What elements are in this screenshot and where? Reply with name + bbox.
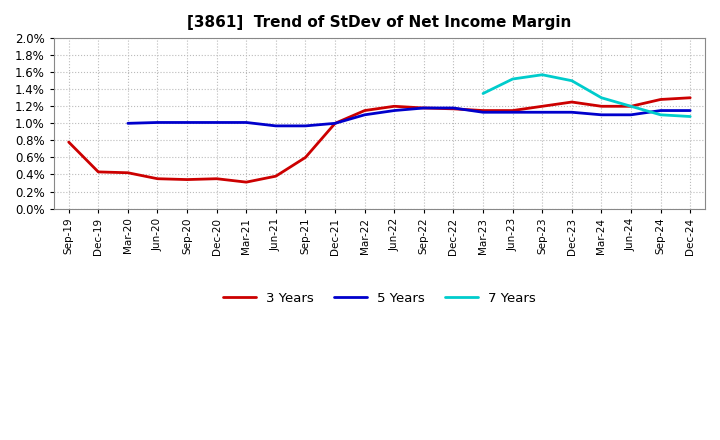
5 Years [508,110,517,115]
3 Years [64,139,73,145]
3 Years [212,176,221,181]
5 Years [330,121,339,126]
5 Years [538,110,546,115]
7 Years [479,91,487,96]
3 Years [479,108,487,113]
5 Years [212,120,221,125]
5 Years [479,110,487,115]
7 Years [567,78,576,83]
5 Years [360,112,369,117]
Line: 7 Years: 7 Years [483,75,690,117]
7 Years [538,72,546,77]
5 Years [390,108,399,113]
3 Years [686,95,695,100]
5 Years [271,123,280,128]
3 Years [153,176,162,181]
3 Years [420,105,428,110]
3 Years [94,169,103,175]
3 Years [449,106,458,111]
7 Years [508,77,517,82]
5 Years [626,112,635,117]
Title: [3861]  Trend of StDev of Net Income Margin: [3861] Trend of StDev of Net Income Marg… [187,15,572,30]
5 Years [567,110,576,115]
Legend: 3 Years, 5 Years, 7 Years: 3 Years, 5 Years, 7 Years [217,287,541,310]
7 Years [626,104,635,109]
7 Years [657,112,665,117]
7 Years [597,95,606,100]
5 Years [597,112,606,117]
5 Years [242,120,251,125]
3 Years [626,104,635,109]
3 Years [538,104,546,109]
3 Years [567,99,576,105]
3 Years [597,104,606,109]
3 Years [657,97,665,102]
3 Years [508,108,517,113]
3 Years [183,177,192,182]
5 Years [183,120,192,125]
3 Years [301,155,310,160]
3 Years [330,121,339,126]
5 Years [301,123,310,128]
Line: 5 Years: 5 Years [128,108,690,126]
3 Years [124,170,132,176]
7 Years [686,114,695,119]
5 Years [124,121,132,126]
5 Years [420,105,428,110]
3 Years [242,180,251,185]
3 Years [271,173,280,179]
Line: 3 Years: 3 Years [68,98,690,182]
5 Years [657,108,665,113]
5 Years [449,105,458,110]
5 Years [686,108,695,113]
3 Years [360,108,369,113]
3 Years [390,104,399,109]
5 Years [153,120,162,125]
